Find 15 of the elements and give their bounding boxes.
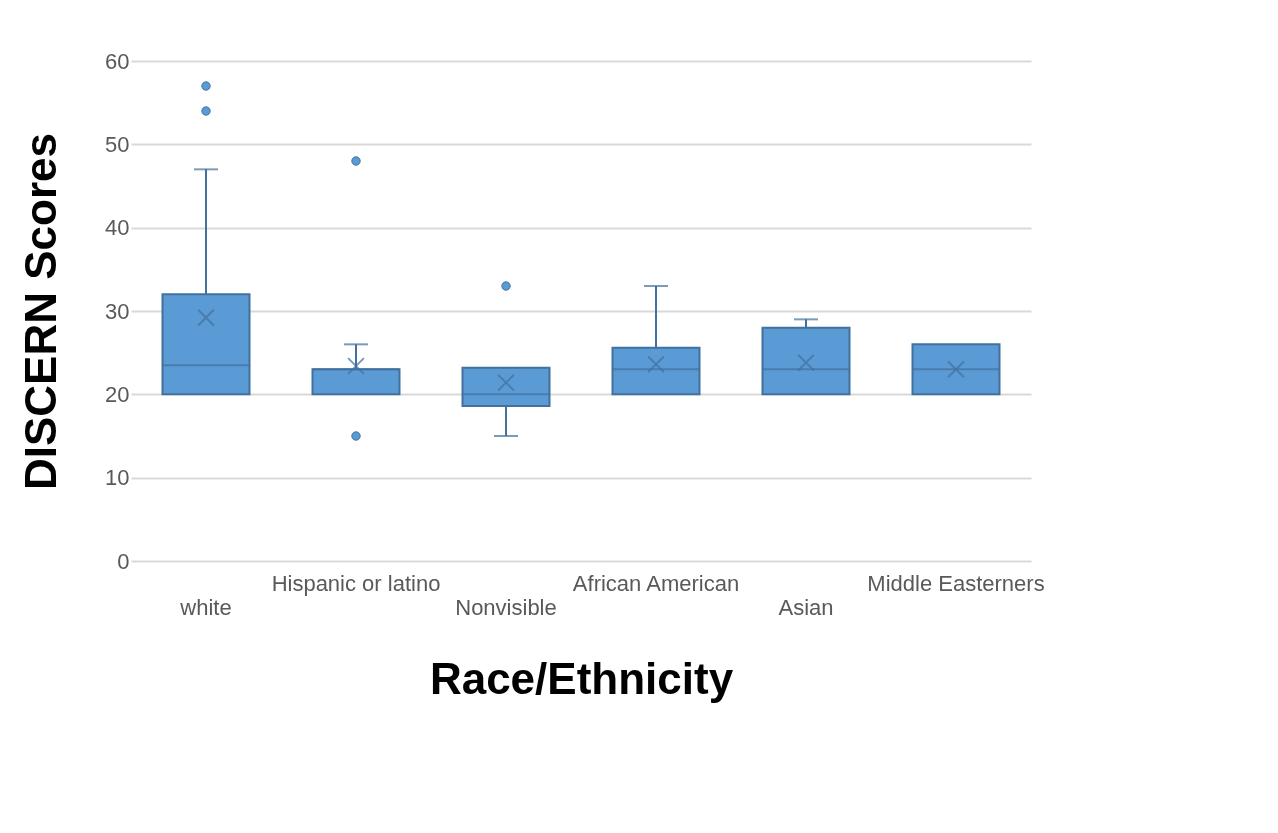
x-tick-label: Nonvisible — [455, 594, 557, 620]
x-tick-label: Asian — [778, 594, 834, 620]
x-tick-label: African American — [572, 570, 740, 596]
x-tick-label: Hispanic or latino — [271, 570, 441, 596]
x-axis-title: Race/Ethnicity — [429, 653, 734, 703]
y-tick-label: 40 — [105, 215, 130, 241]
y-tick-label: 30 — [105, 298, 130, 324]
x-tick-label: Middle Easterners — [867, 570, 1045, 596]
y-tick-label: 50 — [105, 131, 130, 157]
x-tick-label: white — [179, 594, 232, 620]
y-tick-label: 20 — [105, 381, 130, 407]
y-tick-label: 60 — [105, 48, 130, 74]
y-tick-label: 0 — [117, 548, 130, 574]
y-tick-label: 10 — [105, 465, 130, 491]
y-axis-title: DISCERN Scores — [16, 132, 66, 491]
